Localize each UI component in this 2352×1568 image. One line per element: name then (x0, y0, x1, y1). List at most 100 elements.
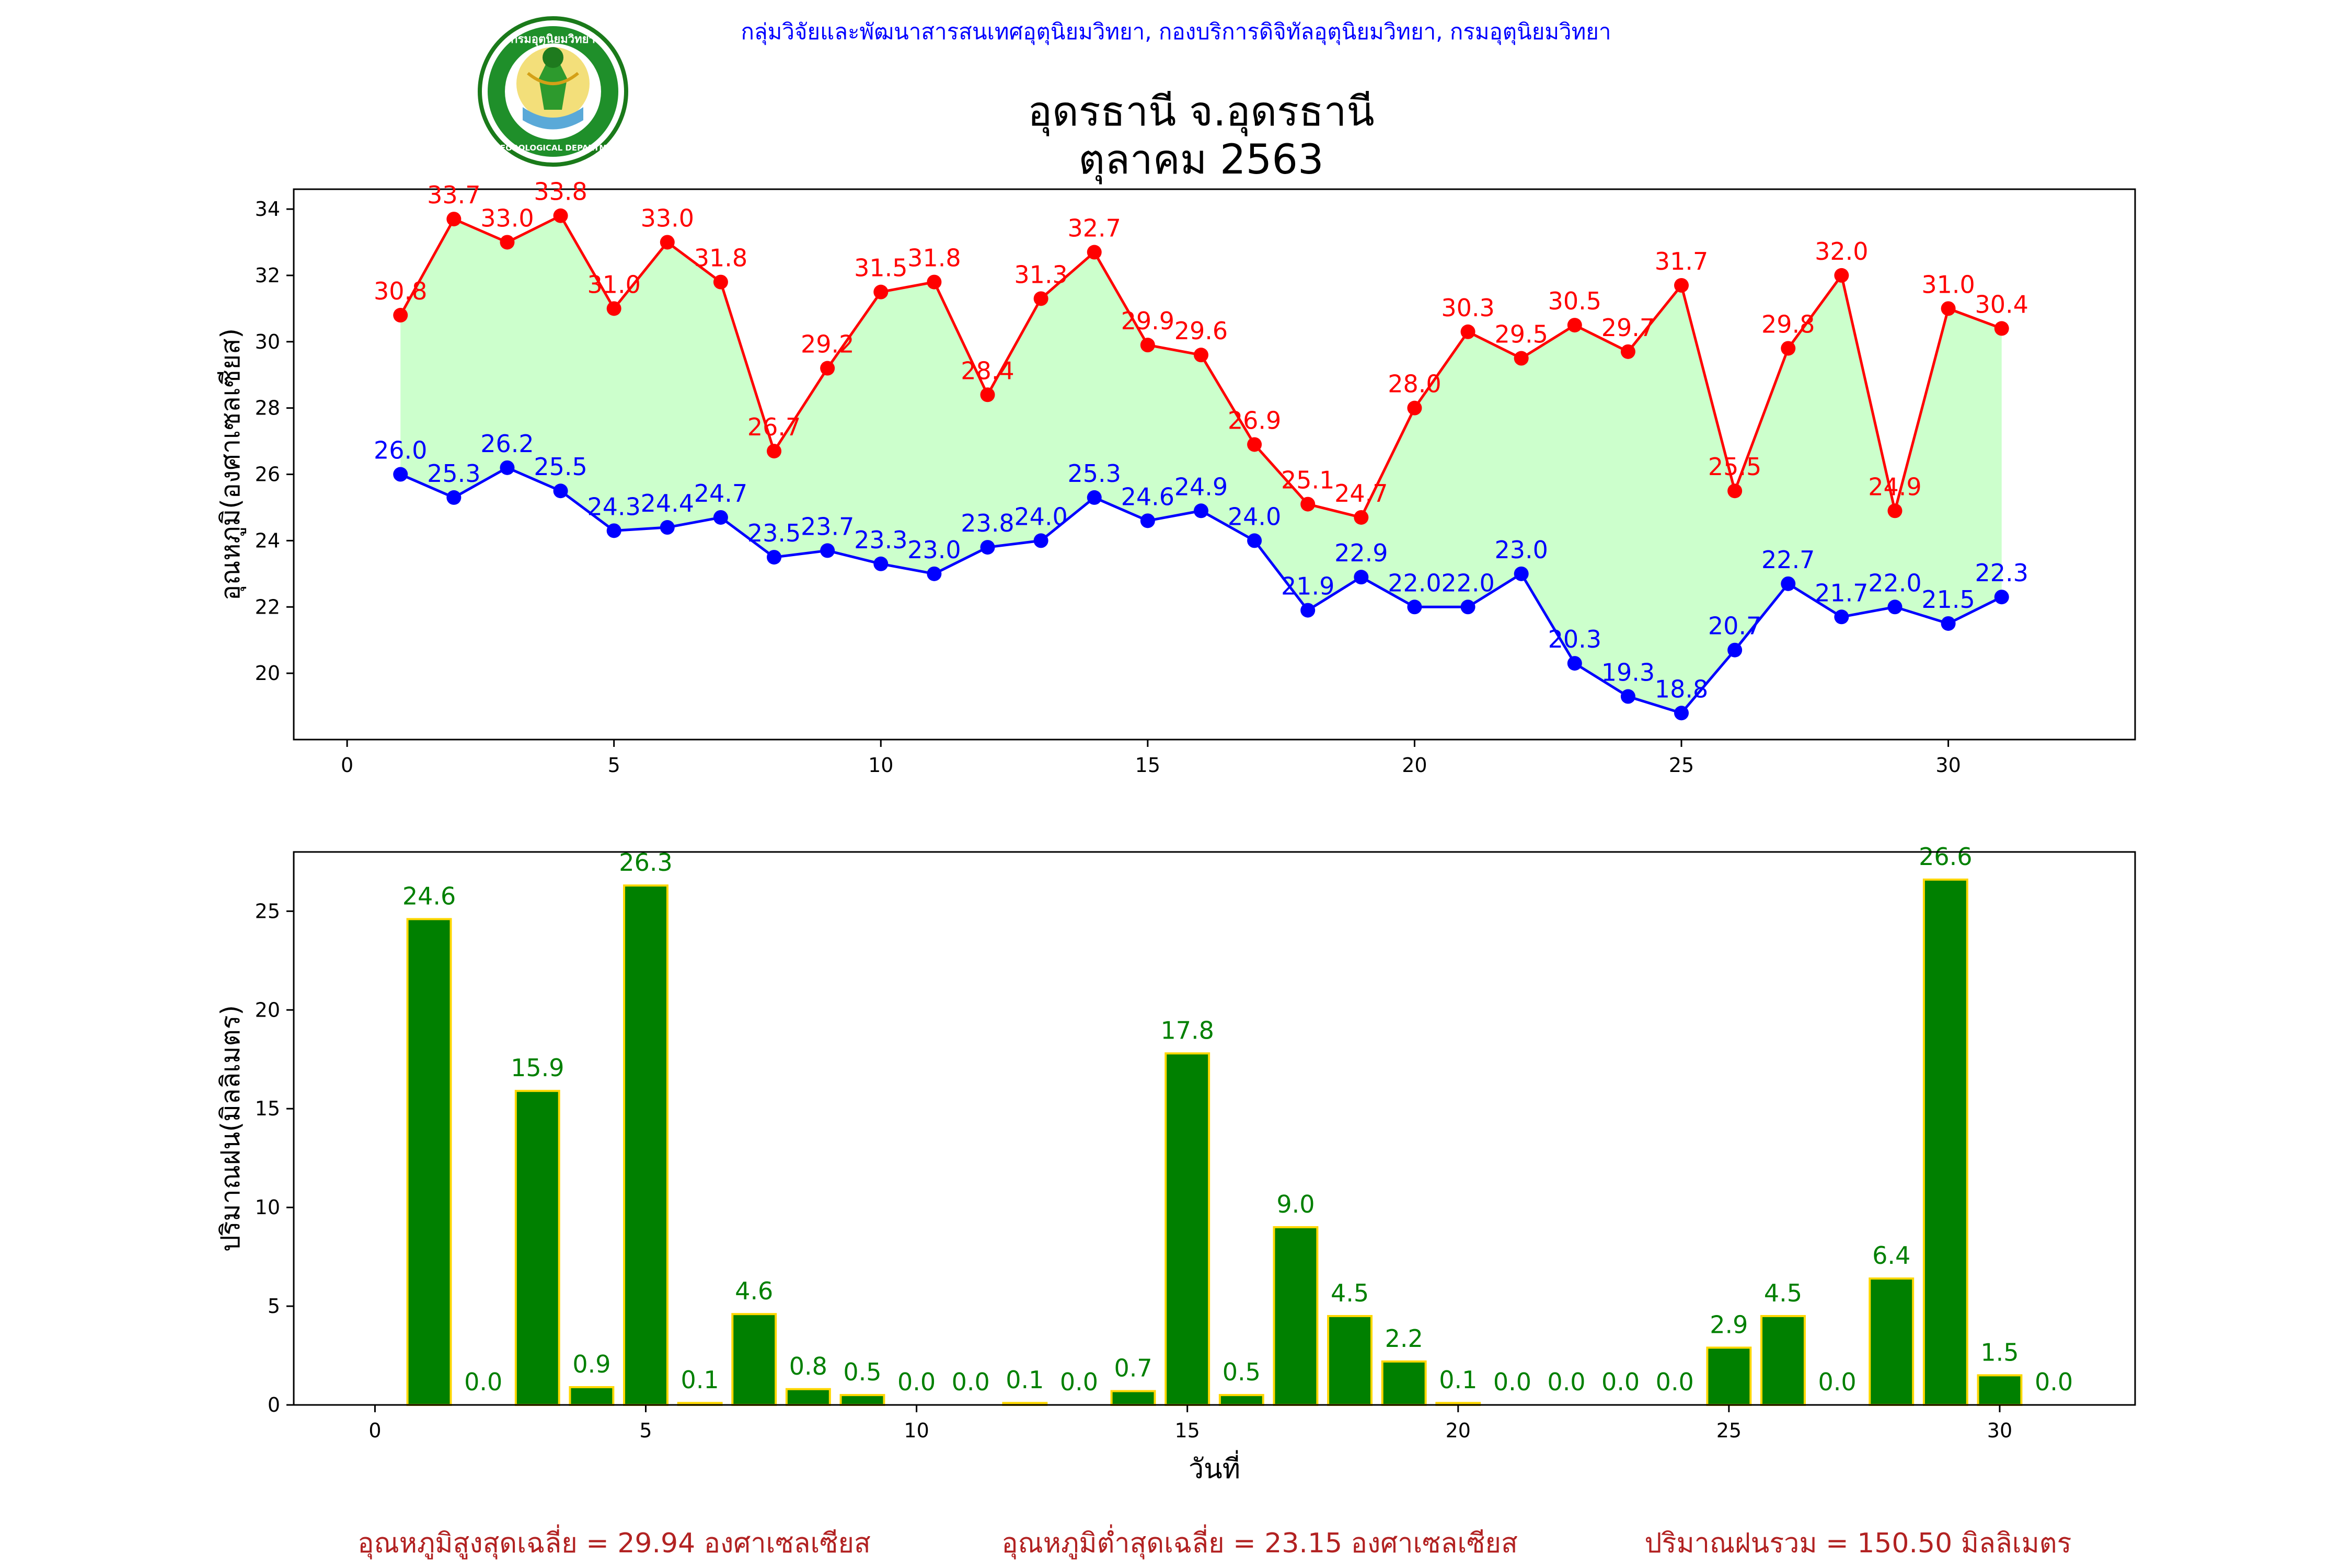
min-temp-label: 20.3 (1548, 625, 1601, 653)
min-temp-label: 24.6 (1121, 482, 1174, 511)
rain-label: 0.0 (1656, 1368, 1694, 1396)
rain-bar (785, 1388, 831, 1406)
max-temp-point (1834, 268, 1849, 283)
min-temp-point (1620, 689, 1635, 704)
temp-x-tick-label: 25 (1669, 754, 1694, 777)
rain-label: 0.8 (789, 1352, 827, 1380)
summary-total-rain: ปริมาณฝนรวม = 150.50 มิลลิเมตร (1645, 1528, 2072, 1559)
min-temp-point (767, 550, 782, 565)
min-temp-label: 24.9 (1174, 472, 1228, 501)
rain-bar (731, 1313, 777, 1406)
min-temp-label: 22.0 (1868, 569, 1921, 597)
min-temp-label: 21.9 (1281, 572, 1334, 601)
rain-label: 0.1 (1439, 1366, 1477, 1394)
min-temp-point (927, 566, 942, 581)
temp-y-tick-label: 20 (255, 662, 280, 685)
min-temp-label: 24.0 (1014, 502, 1067, 531)
max-temp-point (1887, 503, 1903, 518)
max-temp-point (1033, 291, 1048, 306)
max-temp-label: 25.1 (1281, 466, 1334, 494)
max-temp-point (1620, 344, 1635, 359)
department-logo: กรมอุตุนิยมวิทยา METEOROLOGICAL DEPARTME… (478, 16, 628, 167)
rain-bar (623, 884, 668, 1406)
min-temp-point (1514, 566, 1529, 581)
rain-label: 0.5 (843, 1358, 881, 1386)
max-temp-point (713, 274, 728, 290)
rain-label: 0.0 (1060, 1368, 1098, 1396)
min-temp-point (1407, 599, 1422, 615)
min-temp-point (1941, 616, 1956, 631)
max-temp-label: 24.9 (1868, 472, 1921, 501)
min-temp-point (1193, 503, 1208, 518)
rain-x-axis-label: วันที่ (1189, 1450, 1240, 1485)
min-temp-label: 19.3 (1601, 659, 1655, 687)
max-temp-point (660, 235, 675, 250)
max-temp-label: 29.9 (1121, 307, 1174, 335)
agency-text: กลุ่มวิจัยและพัฒนาสารสนเทศอุตุนิยมวิทยา,… (741, 19, 1611, 45)
min-temp-label: 22.0 (1441, 569, 1494, 597)
rain-bar (839, 1394, 885, 1406)
rain-label: 2.2 (1385, 1324, 1423, 1353)
min-temp-point (1887, 599, 1903, 615)
max-temp-point (927, 274, 942, 290)
min-temp-label: 22.7 (1761, 546, 1815, 574)
min-temp-point (606, 523, 621, 538)
max-temp-point (1300, 497, 1316, 512)
rain-label: 26.6 (1919, 843, 1972, 871)
max-temp-label: 29.7 (1601, 314, 1655, 342)
max-temp-label: 32.7 (1068, 214, 1121, 243)
rain-label: 6.4 (1872, 1241, 1910, 1270)
max-temp-point (873, 284, 889, 299)
max-temp-point (1247, 437, 1262, 452)
rain-y-tick-label: 5 (268, 1295, 280, 1318)
min-temp-point (1460, 599, 1475, 615)
max-temp-point (1193, 348, 1208, 363)
min-temp-point (713, 510, 728, 525)
rain-label: 9.0 (1276, 1190, 1315, 1218)
rain-bar (1110, 1390, 1156, 1406)
rain-x-tick-label: 30 (1987, 1419, 2012, 1442)
rain-label: 15.9 (511, 1054, 564, 1082)
min-temp-point (1247, 533, 1262, 548)
max-temp-label: 31.3 (1014, 260, 1067, 289)
min-temp-label: 20.7 (1708, 612, 1761, 640)
min-temp-label: 23.7 (801, 512, 854, 540)
summary-avg-max: อุณหภูมิสูงสุดเฉลี่ย = 29.94 องศาเซลเซีย… (358, 1524, 871, 1560)
min-temp-point (980, 540, 995, 555)
temperature-chart: 0 5 10 15 20 25 30 20 22 24 26 28 30 32 34 อุณหภูมิ(องศ… (215, 178, 2136, 777)
max-temp-point (553, 208, 568, 223)
rain-bar (569, 1386, 615, 1406)
rain-label: 2.9 (1710, 1310, 1748, 1339)
logo-top-text: กรมอุตุนิยมวิทยา (511, 33, 595, 47)
min-temp-label: 23.3 (854, 526, 907, 554)
max-temp-label: 33.7 (427, 181, 480, 209)
min-temp-point (553, 483, 568, 499)
rain-bar (1706, 1346, 1752, 1406)
rain-bar (1273, 1226, 1319, 1406)
temp-x-tick-label: 10 (868, 754, 893, 777)
max-temp-label: 30.4 (1975, 290, 2028, 318)
rain-label: 0.7 (1114, 1354, 1152, 1382)
rain-x-tick-label: 5 (639, 1419, 652, 1442)
rain-y-tick-label: 10 (255, 1196, 280, 1219)
rain-y-tick-label: 20 (255, 998, 280, 1021)
max-temp-label: 32.0 (1815, 237, 1868, 266)
rain-bar (1165, 1052, 1210, 1406)
min-temp-label: 21.7 (1815, 579, 1868, 607)
max-temp-label: 31.8 (907, 244, 961, 272)
temp-x-tick-label: 0 (341, 754, 353, 777)
max-temp-label: 26.7 (747, 413, 801, 441)
min-temp-label: 23.5 (747, 519, 801, 547)
min-temp-point (873, 556, 889, 571)
max-temp-point (606, 301, 621, 316)
max-temp-label: 26.9 (1228, 406, 1281, 434)
summary-avg-min: อุณหภูมิต่ำสุดเฉลี่ย = 23.15 องศาเซลเซีย… (1001, 1524, 1517, 1560)
chart-title-line2: ตุลาคม 2563 (1078, 136, 1323, 185)
max-temp-label: 31.7 (1655, 247, 1708, 275)
rain-bar (514, 1090, 560, 1406)
min-temp-point (1834, 609, 1849, 625)
min-temp-label: 21.5 (1921, 585, 1975, 614)
rain-label: 17.8 (1160, 1016, 1214, 1044)
rain-label: 0.1 (1006, 1366, 1044, 1394)
min-temp-label: 25.5 (534, 453, 587, 481)
